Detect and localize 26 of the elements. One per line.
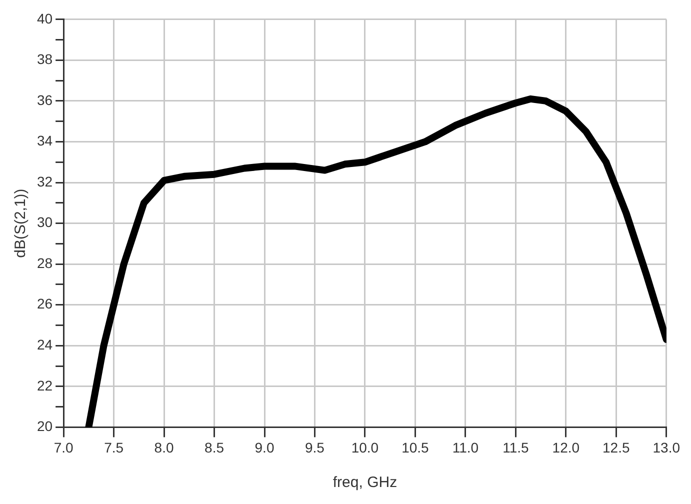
x-tick-label: 9.5 — [305, 439, 325, 456]
x-tick-label: 12.5 — [602, 439, 630, 456]
y-tick-label: 22 — [36, 377, 53, 394]
x-tick-label: 11.5 — [502, 439, 529, 456]
x-tick-label: 12.0 — [552, 439, 580, 456]
x-tick-label: 8.5 — [204, 439, 224, 456]
x-axis-title: freq, GHz — [332, 474, 398, 492]
y-tick-label: 20 — [36, 418, 53, 434]
x-tick-label: 7.0 — [54, 439, 74, 456]
y-tick-label: 24 — [36, 336, 53, 352]
x-tick-label: 11.0 — [452, 439, 479, 456]
y-axis-title: dB(S(2,1)) — [12, 188, 30, 258]
x-tick-label: 10.0 — [351, 439, 379, 456]
y-tick-label: 32 — [36, 173, 53, 190]
x-tick-label: 9.0 — [254, 439, 274, 456]
y-tick-label: 28 — [36, 254, 53, 271]
y-tick-label: 30 — [36, 214, 53, 230]
y-tick-label: 40 — [36, 10, 53, 26]
x-tick-label: 13.0 — [652, 439, 680, 456]
y-tick-label: 36 — [36, 92, 53, 108]
y-tick-label: 34 — [36, 132, 53, 149]
x-tick-label: 10.5 — [402, 439, 430, 456]
y-tick-label: 38 — [36, 51, 53, 68]
x-tick-label: 7.5 — [104, 439, 124, 456]
x-tick-label: 8.0 — [154, 439, 174, 456]
y-tick-label: 26 — [36, 296, 53, 312]
